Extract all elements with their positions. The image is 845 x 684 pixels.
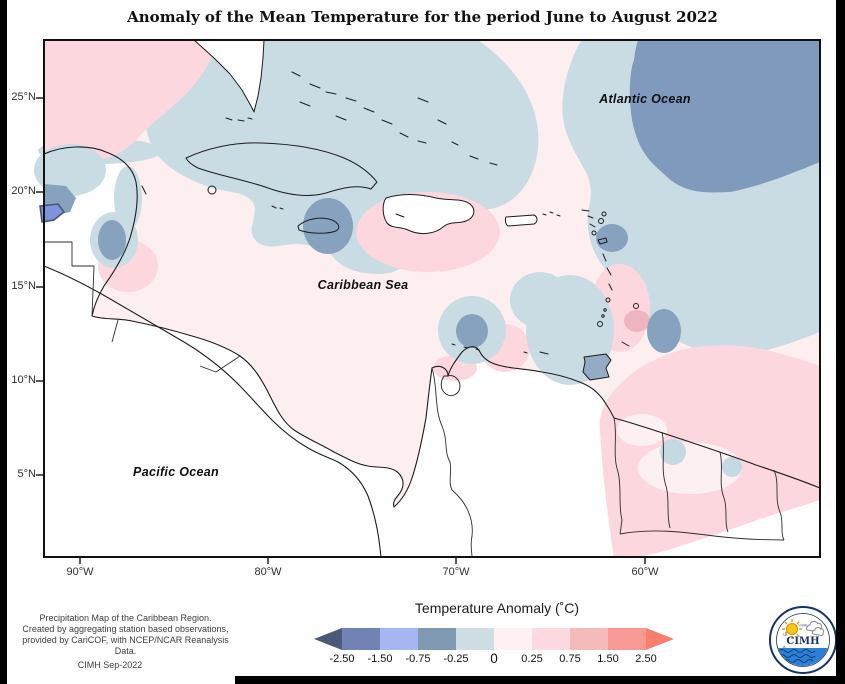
legend-tick: 0.25 — [521, 653, 543, 665]
footer-credit-date: CIMH Sep-2022 — [77, 660, 143, 670]
lat-label-10n: 10°N — [11, 374, 36, 386]
logo-sun-icon — [782, 619, 802, 639]
cimh-logo: Caribbean Institute for Meteorology and … — [769, 606, 837, 674]
legend-segment — [532, 628, 570, 650]
lat-label-20n: 20°N — [11, 185, 36, 197]
lat-label-15n: 15°N — [11, 280, 36, 292]
legend-segment — [456, 628, 494, 650]
lon-label-80w: 80°W — [254, 566, 282, 578]
legend-segment — [608, 628, 646, 650]
lon-label-70w: 70°W — [442, 566, 470, 578]
legend-segment — [570, 628, 608, 650]
footer-line-3: provided by CariCOF, with NCEP/NCAR Rean… — [22, 635, 229, 656]
islands — [141, 39, 639, 381]
right-edge-strip — [836, 0, 845, 684]
left-edge-strip — [0, 0, 7, 684]
country-borders — [44, 241, 785, 558]
legend-tick: -0.75 — [405, 653, 431, 665]
lat-label-5n: 5°N — [17, 468, 36, 480]
legend-title: Temperature Anomaly (˚C) — [414, 600, 580, 616]
legend-tick: 2.50 — [635, 653, 657, 665]
legend-tick: -0.25 — [443, 653, 469, 665]
legend-tick: 0.75 — [559, 653, 581, 665]
legend-arrow-left — [314, 628, 342, 650]
bottom-edge-strip — [235, 676, 845, 684]
legend-segment — [494, 628, 532, 650]
footer-line-2: Created by aggregating station based obs… — [22, 624, 229, 634]
footer-credits: Precipitation Map of the Caribbean Regio… — [18, 613, 233, 657]
logo-waves — [778, 649, 816, 663]
logo-acronym: CIMH — [786, 636, 819, 647]
caribbean-sea-label: Caribbean Sea — [317, 278, 409, 292]
logo-cloud-icon — [806, 620, 825, 637]
legend-arrow-right — [646, 628, 674, 650]
legend-tick: -2.50 — [329, 653, 355, 665]
footer-line-1: Precipitation Map of the Caribbean Regio… — [39, 613, 212, 623]
legend-tick: 1.50 — [597, 653, 619, 665]
legend-tick: -1.50 — [367, 653, 393, 665]
map-title: Anomaly of the Mean Temperature for the … — [127, 8, 718, 26]
lat-label-25n: 25°N — [11, 91, 36, 103]
atlantic-ocean-label: Atlantic Ocean — [599, 92, 691, 106]
coastlines — [43, 146, 821, 558]
legend-segment — [380, 628, 418, 650]
pacific-ocean-label: Pacific Ocean — [133, 465, 219, 479]
lon-label-60w: 60°W — [631, 566, 659, 578]
lon-label-90w: 90°W — [66, 566, 94, 578]
axis-ticks — [36, 97, 646, 564]
legend-tick-zero: 0 — [490, 651, 498, 666]
legend-segment — [342, 628, 380, 650]
legend-segment — [418, 628, 456, 650]
legend-colorbar — [314, 628, 674, 650]
map-frame — [36, 39, 821, 564]
